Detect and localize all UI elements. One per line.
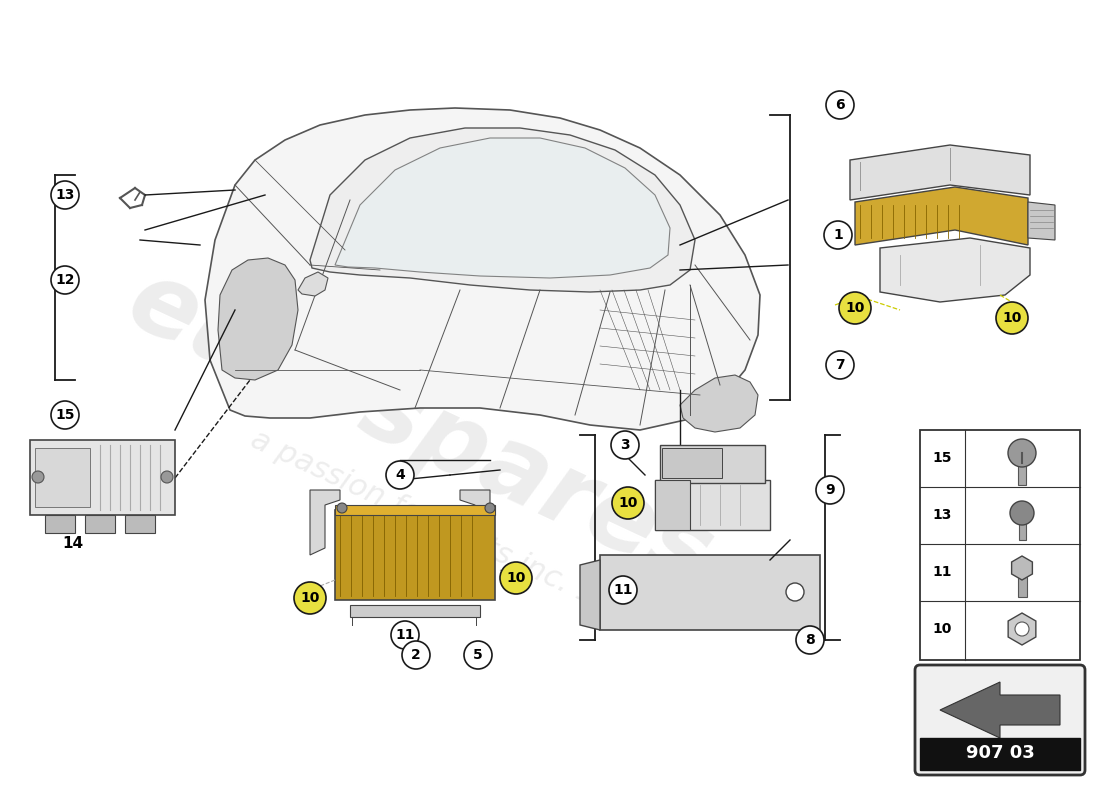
Polygon shape (680, 375, 758, 432)
Polygon shape (880, 238, 1030, 302)
Circle shape (796, 626, 824, 654)
Circle shape (996, 302, 1028, 334)
Circle shape (610, 431, 639, 459)
Bar (1019, 520, 1026, 540)
Bar (85, 515, 116, 533)
Circle shape (402, 641, 430, 669)
Bar (1018, 577, 1027, 597)
Bar (336, 505, 495, 515)
Text: 4: 4 (395, 468, 405, 482)
Circle shape (616, 583, 634, 601)
Polygon shape (580, 560, 600, 630)
Circle shape (51, 181, 79, 209)
Text: a passion for parts inc. 1999: a passion for parts inc. 1999 (246, 425, 653, 635)
Text: 10: 10 (618, 496, 638, 510)
Circle shape (161, 471, 173, 483)
FancyBboxPatch shape (915, 665, 1085, 775)
Polygon shape (218, 258, 298, 380)
Text: 10: 10 (1002, 311, 1022, 325)
Text: 9: 9 (825, 483, 835, 497)
Text: 5: 5 (473, 648, 483, 662)
Bar (662, 448, 722, 478)
Circle shape (839, 292, 871, 324)
Text: 15: 15 (933, 451, 952, 465)
Circle shape (51, 401, 79, 429)
Bar (600, 555, 820, 630)
Circle shape (824, 221, 852, 249)
Circle shape (826, 91, 854, 119)
Circle shape (464, 641, 492, 669)
Bar (660, 445, 764, 483)
Circle shape (609, 576, 637, 604)
Polygon shape (298, 272, 328, 296)
Polygon shape (855, 187, 1028, 245)
Text: 11: 11 (395, 628, 415, 642)
Text: 10: 10 (933, 622, 952, 636)
Polygon shape (850, 145, 1030, 200)
Circle shape (337, 503, 346, 513)
Polygon shape (205, 108, 760, 430)
Polygon shape (1028, 202, 1055, 240)
Text: 11: 11 (614, 583, 632, 597)
Text: 8: 8 (805, 633, 815, 647)
Bar (920, 738, 1080, 770)
Circle shape (390, 621, 419, 649)
Bar (336, 510, 495, 600)
Circle shape (1015, 622, 1028, 636)
Circle shape (826, 351, 854, 379)
Text: 10: 10 (845, 301, 865, 315)
Text: 10: 10 (300, 591, 320, 605)
Bar (654, 480, 690, 530)
Circle shape (51, 266, 79, 294)
Text: 6: 6 (835, 98, 845, 112)
Text: 14: 14 (63, 535, 84, 550)
Circle shape (612, 487, 643, 519)
Text: 1: 1 (833, 228, 843, 242)
Text: 15: 15 (55, 408, 75, 422)
Bar (350, 605, 480, 617)
Text: 907 03: 907 03 (966, 744, 1034, 762)
Circle shape (32, 471, 44, 483)
Bar (1018, 463, 1026, 485)
Bar (45, 515, 75, 533)
Text: 11: 11 (933, 565, 952, 579)
Text: eurospares: eurospares (113, 252, 727, 608)
Bar (920, 430, 1080, 660)
Bar (125, 515, 155, 533)
Text: 7: 7 (835, 358, 845, 372)
Circle shape (786, 583, 804, 601)
Circle shape (500, 562, 532, 594)
Text: 13: 13 (55, 188, 75, 202)
Text: 12: 12 (55, 273, 75, 287)
Bar (30, 440, 175, 515)
Circle shape (1010, 501, 1034, 525)
Text: 2: 2 (411, 648, 421, 662)
Polygon shape (310, 490, 340, 555)
Polygon shape (460, 490, 490, 555)
Bar (654, 480, 770, 530)
Polygon shape (310, 128, 695, 292)
Text: 13: 13 (933, 508, 952, 522)
Polygon shape (940, 682, 1060, 738)
Circle shape (1008, 439, 1036, 467)
Text: 3: 3 (620, 438, 630, 452)
Polygon shape (336, 138, 670, 278)
Circle shape (386, 461, 414, 489)
Circle shape (816, 476, 844, 504)
Circle shape (294, 582, 326, 614)
Bar (35, 448, 90, 507)
Text: 10: 10 (506, 571, 526, 585)
Circle shape (485, 503, 495, 513)
